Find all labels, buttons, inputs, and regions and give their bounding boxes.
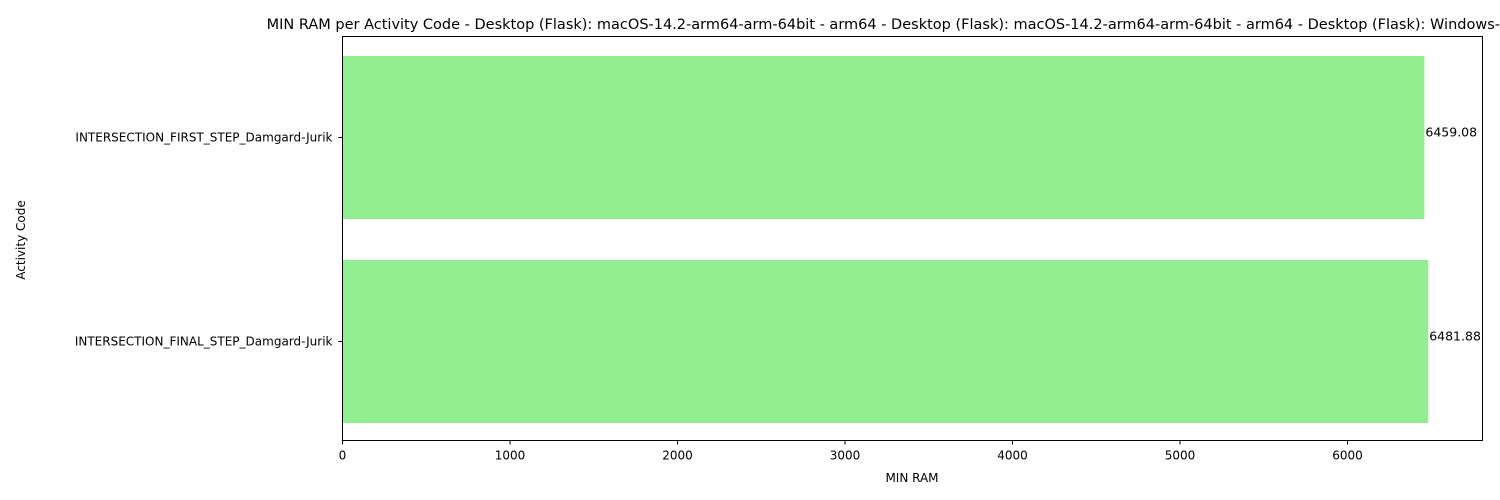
x-tick-label: 3000 (830, 449, 861, 463)
x-axis-ticks: 0 1000 2000 3000 4000 5000 6000 (339, 440, 1363, 463)
x-tick-label: 4000 (997, 449, 1028, 463)
y-tick-label: INTERSECTION_FINAL_STEP_Damgard-Jurik (75, 335, 333, 349)
x-tick-label: 5000 (1165, 449, 1196, 463)
x-tick-label: 2000 (662, 449, 693, 463)
chart-title: MIN RAM per Activity Code - Desktop (Fla… (267, 17, 1500, 33)
bar-value-label: 6459.08 (1425, 125, 1477, 140)
x-axis-label: MIN RAM (885, 471, 938, 485)
value-labels-group: 6459.08 6481.88 (1425, 125, 1481, 344)
bars-group (342, 56, 1429, 423)
x-tick-label: 1000 (495, 449, 526, 463)
bar-value-label: 6481.88 (1429, 329, 1481, 344)
bar (342, 260, 1429, 423)
y-tick-label: INTERSECTION_FIRST_STEP_Damgard-Jurik (75, 131, 332, 145)
x-tick-label: 6000 (1332, 449, 1363, 463)
plot-frame (342, 36, 1483, 441)
y-axis-ticks: INTERSECTION_FIRST_STEP_Damgard-Jurik INT… (75, 131, 343, 349)
x-tick-label: 0 (339, 449, 347, 463)
bar (342, 56, 1425, 219)
y-axis-label: Activity Code (14, 200, 28, 279)
